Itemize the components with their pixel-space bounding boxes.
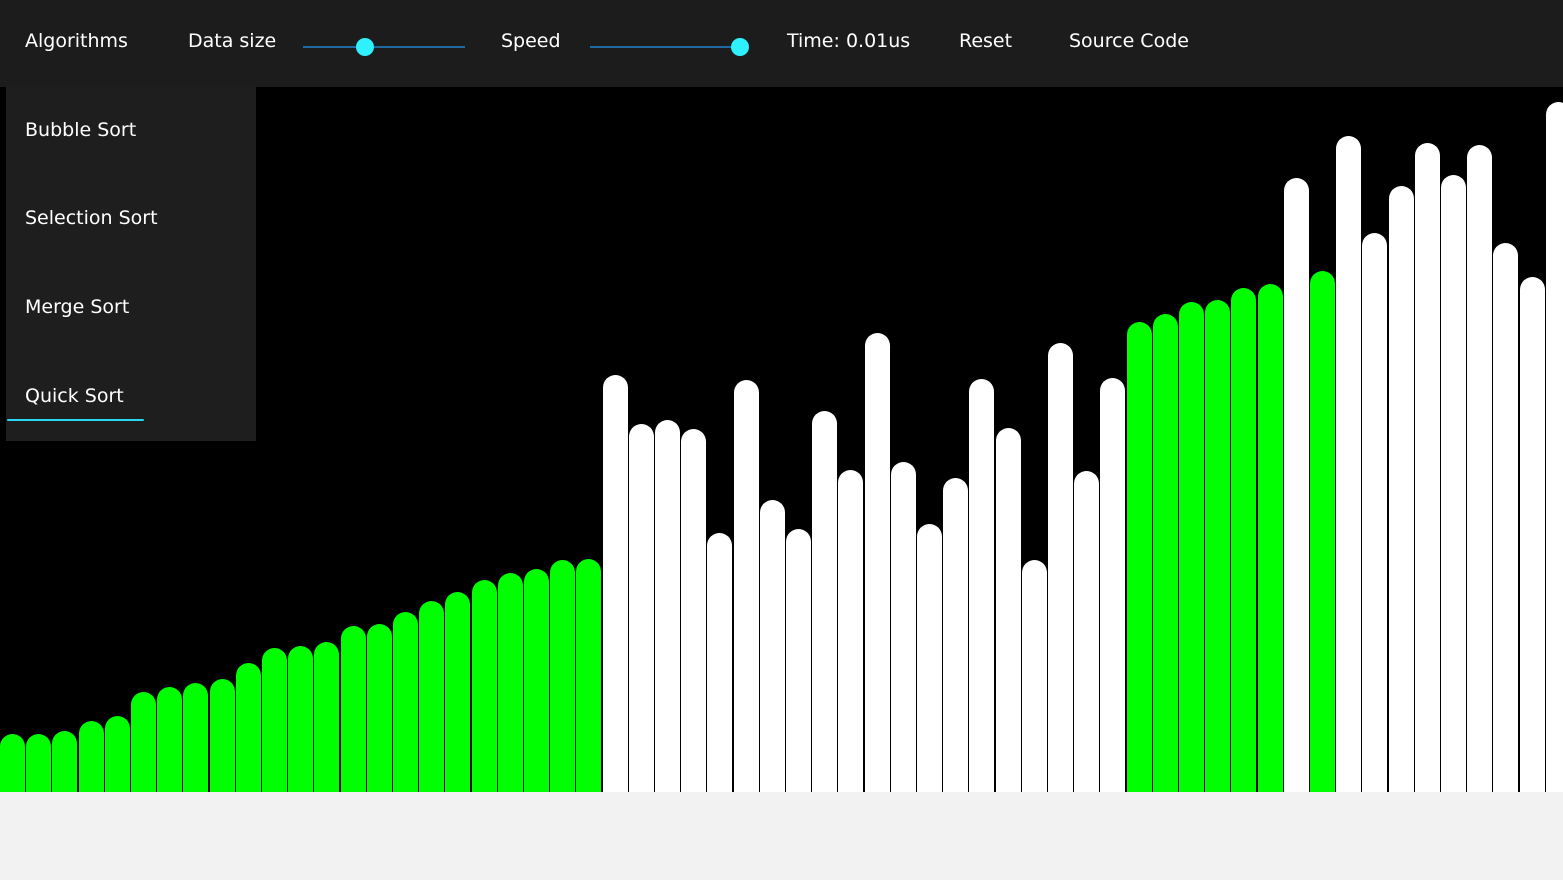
bar: [628, 424, 654, 792]
bar: [864, 333, 890, 792]
bar: [497, 573, 523, 792]
bar: [655, 420, 680, 792]
reset-button[interactable]: Reset: [959, 30, 1013, 52]
bar: [576, 559, 602, 792]
bar: [0, 734, 25, 792]
bar: [1100, 378, 1126, 792]
bar: [366, 624, 392, 792]
source-code-link[interactable]: Source Code: [1069, 30, 1189, 52]
bar: [471, 580, 497, 792]
bar: [681, 429, 707, 792]
speed-label: Speed: [501, 30, 561, 52]
bar: [602, 375, 628, 792]
bar: [1336, 136, 1362, 792]
bar: [157, 687, 183, 792]
bar: [1257, 284, 1283, 792]
bar: [1493, 243, 1519, 792]
data-size-slider-thumb[interactable]: [355, 38, 374, 56]
bar: [890, 462, 916, 792]
bar: [943, 478, 969, 792]
bar: [340, 626, 366, 792]
time-readout: Time: 0.01us: [787, 30, 911, 52]
bar: [1388, 186, 1414, 792]
bar: [1467, 145, 1493, 792]
bar: [52, 731, 78, 792]
bar: [786, 529, 811, 792]
bar: [1074, 471, 1100, 792]
algorithms-menu-button[interactable]: Algorithms: [25, 30, 128, 52]
bar: [707, 533, 733, 792]
bar: [969, 379, 995, 792]
bar: [419, 601, 445, 792]
bar: [131, 692, 156, 792]
speed-slider[interactable]: [590, 38, 749, 56]
bar: [104, 716, 130, 792]
bar: [1179, 302, 1204, 792]
bar: [26, 734, 52, 792]
bar: [1231, 288, 1257, 792]
bar: [917, 524, 942, 792]
bar: [733, 380, 759, 792]
bar: [1126, 322, 1152, 792]
bar: [262, 648, 287, 792]
bar: [393, 612, 418, 792]
bars-canvas: [0, 87, 1563, 792]
bar: [1310, 271, 1335, 792]
bar: [1545, 102, 1563, 792]
menu-item-quick-sort[interactable]: Quick Sort: [25, 385, 124, 407]
bar: [1048, 343, 1073, 792]
bar: [314, 642, 340, 792]
bar: [759, 500, 785, 792]
bar: [209, 679, 235, 792]
bar: [1205, 300, 1231, 792]
bar: [445, 592, 471, 792]
bar: [1519, 277, 1545, 792]
bar: [183, 683, 209, 792]
bar: [1283, 178, 1309, 792]
active-item-underline: [7, 419, 144, 421]
bar: [995, 428, 1021, 792]
bar: [1152, 314, 1178, 792]
speed-slider-thumb[interactable]: [731, 38, 749, 56]
bar: [1441, 175, 1466, 792]
bar: [235, 663, 261, 792]
algorithms-dropdown: Bubble Sort Selection Sort Merge Sort Qu…: [6, 87, 256, 441]
bar: [288, 646, 314, 792]
data-size-label: Data size: [188, 30, 277, 52]
data-size-slider[interactable]: [303, 38, 465, 56]
bar: [1021, 560, 1047, 792]
top-nav: Algorithms Data size Speed Time: 0.01us …: [0, 0, 1563, 87]
menu-item-merge-sort[interactable]: Merge Sort: [25, 296, 130, 318]
bar: [838, 470, 864, 792]
menu-item-bubble-sort[interactable]: Bubble Sort: [25, 119, 137, 141]
bar: [1362, 233, 1388, 792]
menu-item-selection-sort[interactable]: Selection Sort: [25, 207, 158, 229]
bar: [550, 560, 576, 792]
bar: [78, 721, 104, 792]
bar: [812, 411, 838, 792]
bar: [524, 569, 549, 792]
bar: [1414, 143, 1440, 792]
